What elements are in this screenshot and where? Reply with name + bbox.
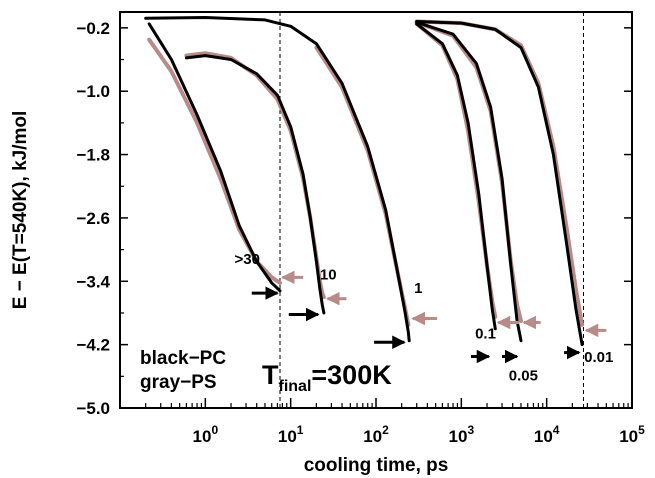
series-line <box>144 16 411 343</box>
y-tick-label: −1.8 <box>76 146 110 165</box>
arrows <box>251 270 607 364</box>
y-tick-label: −3.4 <box>76 272 110 291</box>
x-tick-label: 105 <box>619 423 645 446</box>
x-tick-label: 100 <box>193 423 219 446</box>
x-tick-label: 101 <box>278 423 304 446</box>
y-axis-title: E − E(T=540K), kJ/mol <box>10 111 31 310</box>
annotation-subscript: final <box>279 378 312 395</box>
x-tick-label: 103 <box>449 423 475 446</box>
data-series <box>144 16 585 347</box>
x-axis-title: cooling time, ps <box>304 455 449 476</box>
y-axis: −0.2 −1.0 −1.8 −2.6 −3.4 −4.2 −5.0 <box>76 19 632 418</box>
legend-item-pc: black−PC <box>140 348 226 369</box>
x-tick-label: 102 <box>363 423 389 446</box>
curve-label: 0.05 <box>509 367 538 384</box>
series-line <box>147 22 282 293</box>
curve-label: >30 <box>235 251 260 268</box>
curve-label: 10 <box>320 267 337 284</box>
series-line <box>414 21 498 319</box>
x-axis: 100 101 102 103 104 105 <box>145 398 645 446</box>
y-tick-label: −5.0 <box>76 399 110 418</box>
series-line <box>415 20 523 343</box>
series-line <box>415 22 497 331</box>
series-line <box>414 20 523 323</box>
y-tick-label: −0.2 <box>76 19 110 38</box>
reference-lines <box>279 12 584 408</box>
curve-label: 0.01 <box>584 349 613 366</box>
curve-labels: >30 10 1 0.1 0.05 0.01 <box>235 251 614 384</box>
legend: black−PC gray−PS <box>140 348 226 393</box>
y-tick-label: −4.2 <box>76 336 110 355</box>
y-tick-label: −1.0 <box>76 82 110 101</box>
x-tick-label: 104 <box>534 423 560 446</box>
legend-item-ps: gray−PS <box>140 372 217 393</box>
annotation-rest: =300K <box>311 360 392 390</box>
curve-label: 1 <box>414 280 422 297</box>
series-line <box>415 20 584 347</box>
curve-label: 0.1 <box>475 325 496 342</box>
temperature-annotation: Tfinal=300K <box>262 360 392 395</box>
y-tick-label: −2.6 <box>76 209 110 228</box>
series-line <box>184 54 326 315</box>
annotation-main: T <box>262 360 279 390</box>
series-line <box>147 37 282 285</box>
